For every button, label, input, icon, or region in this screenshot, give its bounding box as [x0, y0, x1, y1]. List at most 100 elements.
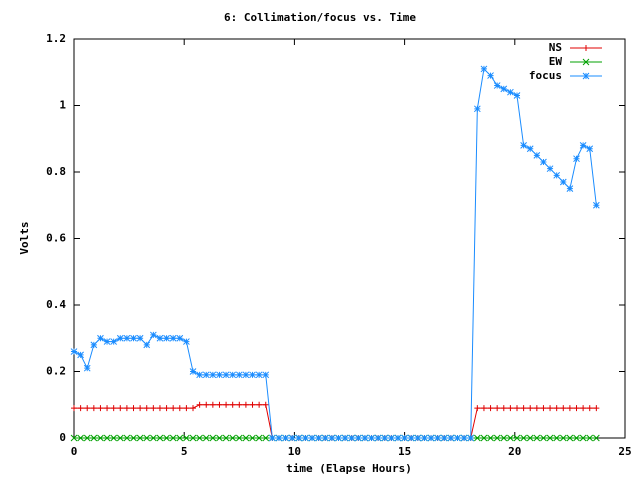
series-marker: [500, 85, 508, 93]
series-marker: [149, 331, 157, 339]
series-marker: [229, 371, 237, 379]
series-marker: [222, 371, 230, 379]
series-marker: [315, 434, 322, 442]
series-marker: [176, 405, 183, 412]
series-marker: [507, 88, 514, 96]
series-marker: [487, 434, 494, 442]
series-marker: [394, 434, 402, 442]
y-tick-label: 1.2: [46, 32, 66, 45]
series-marker: [156, 405, 163, 412]
series-marker: [507, 405, 514, 412]
series-marker: [223, 401, 230, 408]
series-marker: [302, 434, 309, 442]
series-marker: [216, 434, 223, 442]
series-marker: [374, 434, 382, 442]
series-marker: [447, 434, 455, 442]
series-marker: [249, 371, 256, 379]
series-marker: [143, 405, 150, 412]
series-marker: [526, 145, 534, 153]
series-marker: [169, 434, 177, 442]
series-marker: [520, 405, 527, 412]
series-marker: [176, 334, 184, 342]
series-marker: [493, 82, 501, 89]
series-marker: [566, 185, 574, 192]
y-tick-label: 1: [59, 99, 66, 112]
series-marker: [90, 434, 98, 442]
series-marker: [123, 405, 130, 412]
series-marker: [255, 371, 263, 379]
series-marker: [97, 434, 104, 442]
series-marker: [130, 334, 137, 342]
series-marker: [77, 434, 84, 442]
series-marker: [209, 434, 217, 442]
series-marker: [97, 334, 104, 342]
series-marker: [163, 334, 170, 342]
series-marker: [474, 405, 481, 412]
plot-frame: [73, 38, 626, 439]
series-marker: [513, 92, 521, 99]
series-marker: [130, 405, 137, 412]
series-marker: [546, 165, 554, 173]
series-marker: [335, 434, 342, 442]
series-marker: [255, 434, 263, 442]
series-marker: [110, 405, 117, 412]
series-marker: [83, 364, 91, 372]
series-marker: [295, 434, 303, 442]
series-marker: [454, 434, 461, 442]
series-marker: [407, 434, 415, 442]
series-marker: [560, 405, 567, 412]
series-marker: [183, 405, 190, 412]
series-marker: [256, 401, 263, 408]
series-marker: [116, 334, 124, 342]
series-marker: [514, 405, 521, 412]
series-marker: [381, 434, 389, 442]
x-tick-label: 15: [398, 445, 411, 458]
series-line: [73, 67, 597, 439]
series-marker: [526, 434, 534, 442]
legend-marker: [583, 45, 589, 51]
series-marker: [282, 434, 289, 442]
series-marker: [110, 434, 118, 442]
series-marker: [103, 338, 111, 345]
series-marker: [559, 178, 567, 186]
series-marker: [262, 371, 270, 379]
series-marker: [494, 405, 501, 412]
series-marker: [328, 434, 336, 442]
series-marker: [242, 434, 250, 442]
series-marker: [70, 434, 78, 442]
series-marker: [84, 405, 91, 412]
y-tick-label: 0.6: [46, 232, 66, 245]
series-marker: [553, 171, 561, 179]
chart-title: 6: Collimation/focus vs. Time: [224, 11, 416, 24]
series-marker: [566, 405, 573, 412]
x-tick-label: 0: [71, 445, 78, 458]
series-marker: [473, 434, 481, 442]
series-line: [74, 404, 597, 439]
series-marker: [421, 434, 428, 442]
series-marker: [540, 158, 547, 166]
series-marker: [586, 405, 593, 412]
series-marker: [493, 434, 501, 442]
series-marker: [361, 434, 369, 442]
series-marker: [110, 338, 118, 345]
series-marker: [136, 434, 144, 442]
series-marker: [123, 334, 131, 342]
series-marker: [500, 434, 508, 442]
series-marker: [130, 434, 137, 442]
series-marker: [288, 434, 296, 442]
series-marker: [480, 405, 487, 412]
series-marker: [70, 348, 78, 355]
series-marker: [308, 434, 316, 442]
series-marker: [388, 434, 395, 442]
series-marker: [169, 334, 177, 342]
series-marker: [573, 405, 580, 412]
series-marker: [235, 371, 243, 379]
series-marker: [487, 405, 494, 412]
series-marker: [209, 401, 216, 408]
series-marker: [547, 405, 554, 412]
series-marker: [150, 405, 157, 412]
series-marker: [202, 371, 210, 379]
series-marker: [222, 434, 230, 442]
series-marker: [540, 405, 547, 412]
series-marker: [520, 434, 527, 442]
